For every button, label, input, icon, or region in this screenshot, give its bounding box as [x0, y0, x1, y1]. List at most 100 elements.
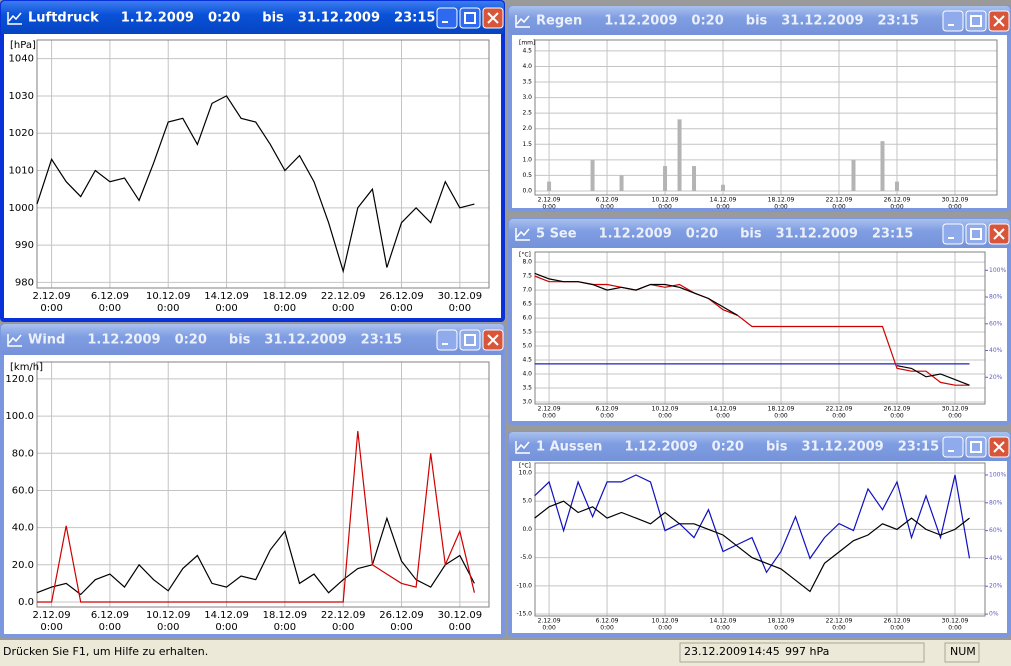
window-icon — [515, 228, 530, 241]
x-tick-sublabel: 0:00 — [449, 622, 471, 633]
maximize-button[interactable] — [459, 7, 481, 29]
button-glyph — [970, 15, 982, 27]
bar — [619, 175, 624, 191]
status-panel — [944, 642, 980, 663]
window-title-to-time: 23:15 — [394, 11, 435, 26]
button-glyph — [487, 334, 499, 346]
y-tick-label: 3.5 — [522, 79, 532, 86]
client-area — [512, 248, 1007, 421]
x-tick-sublabel: 0:00 — [40, 303, 62, 314]
y-tick-label: 1030 — [9, 91, 34, 102]
client-area — [512, 35, 1007, 208]
plot-frame — [534, 251, 986, 405]
button-glyph — [442, 21, 448, 23]
x-tick-sublabel: 0:00 — [890, 204, 904, 211]
window-title-from-time: 0:20 — [175, 333, 207, 348]
window-title-sep: bis — [746, 14, 768, 29]
y-tick-label: 5.0 — [522, 343, 532, 350]
bar — [677, 119, 682, 191]
series-line — [36, 95, 475, 274]
window-title-from-date: 1.12.2009 — [624, 440, 697, 455]
minimize-button[interactable] — [942, 436, 964, 458]
x-tick-label: 30.12.09 — [942, 406, 969, 413]
bar — [880, 141, 885, 191]
y-tick-label: 0.0 — [18, 597, 34, 608]
x-tick-label: 10.12.09 — [652, 197, 679, 204]
window-title-name: 1 Aussen — [536, 440, 602, 455]
x-tick-label: 10.12.09 — [652, 406, 679, 413]
maximize-button[interactable] — [459, 329, 481, 351]
y-tick-label: 5.0 — [522, 498, 532, 505]
x-tick-label: 14.12.09 — [204, 291, 249, 302]
button-glyph — [948, 450, 954, 452]
y-tick-label: 4.0 — [522, 371, 532, 378]
plot-frame — [534, 462, 986, 617]
bar — [692, 166, 697, 191]
x-tick-label: 10.12.09 — [652, 618, 679, 625]
minimize-button[interactable] — [436, 7, 458, 29]
x-tick-label: 6.12.09 — [91, 610, 129, 621]
y-tick-label: -10.0 — [516, 582, 532, 589]
y-tick-label: 3.0 — [522, 94, 532, 101]
y-tick-label: 7.5 — [522, 273, 532, 280]
x-tick-sublabel: 0:00 — [274, 622, 296, 633]
minimize-button[interactable] — [436, 329, 458, 351]
window-title-sep: bis — [740, 227, 762, 242]
x-tick-sublabel: 0:00 — [542, 413, 556, 420]
window-icon — [515, 15, 530, 28]
status-panel — [679, 642, 925, 663]
series-line — [37, 430, 475, 603]
x-tick-sublabel: 0:00 — [716, 413, 730, 420]
window-title-name: Wind — [28, 333, 65, 348]
x-tick-label: 26.12.09 — [884, 618, 911, 625]
y-tick-label: 6.5 — [522, 301, 532, 308]
y-axis-unit: [°C] — [519, 463, 531, 470]
x-tick-label: 14.12.09 — [710, 406, 737, 413]
x-tick-label: 18.12.09 — [768, 618, 795, 625]
maximize-button[interactable] — [965, 10, 987, 32]
window-icon — [7, 12, 22, 25]
x-tick-sublabel: 0:00 — [99, 622, 121, 633]
window-title-from-date: 1.12.2009 — [599, 227, 672, 242]
maximize-button[interactable] — [965, 436, 987, 458]
x-tick-sublabel: 0:00 — [832, 413, 846, 420]
y2-tick-label: 100% — [989, 267, 1006, 274]
y2-tick-label: 20% — [989, 583, 1003, 590]
window-title-to-date: 31.12.2009 — [776, 227, 858, 242]
x-tick-sublabel: 0:00 — [890, 625, 904, 632]
x-tick-sublabel: 0:00 — [332, 303, 354, 314]
x-tick-label: 6.12.09 — [596, 406, 619, 413]
y-tick-label: 1000 — [9, 203, 34, 214]
x-tick-sublabel: 0:00 — [948, 625, 962, 632]
x-tick-sublabel: 0:00 — [390, 303, 412, 314]
x-tick-label: 6.12.09 — [596, 197, 619, 204]
window-title-sep: bis — [766, 440, 788, 455]
button-glyph — [970, 441, 982, 453]
y2-tick-label: 100% — [989, 471, 1006, 478]
x-tick-label: 10.12.09 — [146, 610, 191, 621]
series-line — [36, 516, 475, 596]
y-tick-label: -15.0 — [516, 611, 532, 618]
x-tick-sublabel: 0:00 — [600, 204, 614, 211]
x-tick-sublabel: 0:00 — [832, 625, 846, 632]
series-line — [534, 474, 971, 574]
maximize-button[interactable] — [965, 223, 987, 245]
button-glyph — [487, 12, 499, 24]
window-icon — [7, 334, 22, 347]
title-bar — [509, 432, 1010, 462]
y2-tick-label: 80% — [989, 499, 1003, 506]
status-help: Drücken Sie F1, um Hilfe zu erhalten. — [3, 645, 208, 658]
title-bar — [509, 219, 1010, 249]
y-tick-label: 2.5 — [522, 110, 532, 117]
button-glyph — [993, 15, 1005, 27]
minimize-button[interactable] — [942, 223, 964, 245]
y-tick-label: 100.0 — [5, 411, 34, 422]
button-glyph — [948, 237, 954, 239]
minimize-button[interactable] — [942, 10, 964, 32]
x-tick-label: 22.12.09 — [826, 618, 853, 625]
button-glyph — [948, 24, 954, 26]
x-tick-sublabel: 0:00 — [832, 204, 846, 211]
x-tick-label: 2.12.09 — [32, 291, 70, 302]
y-tick-label: 80.0 — [12, 448, 34, 459]
y-tick-label: 3.5 — [522, 385, 532, 392]
